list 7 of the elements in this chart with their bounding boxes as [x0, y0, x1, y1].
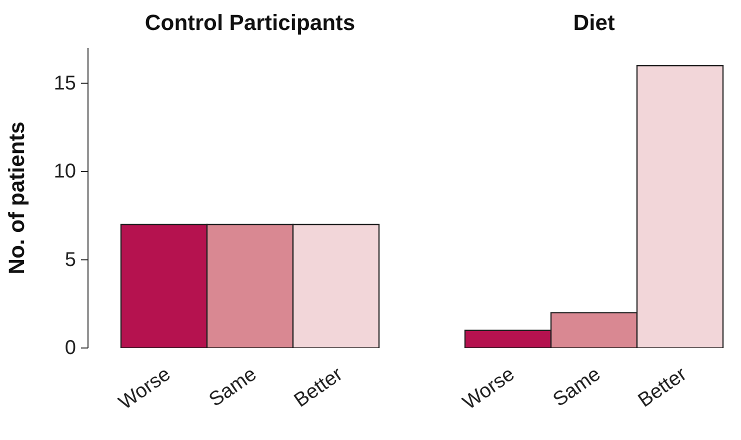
y-tick-label: 15	[54, 72, 76, 94]
y-tick-label: 10	[54, 160, 76, 183]
y-axis-title: No. of patients	[4, 122, 29, 274]
text: Control Participants	[144, 10, 356, 36]
text: Diet	[572, 10, 616, 36]
y-tick-label: 5	[64, 248, 76, 271]
y-tick-label: 0	[64, 337, 76, 359]
